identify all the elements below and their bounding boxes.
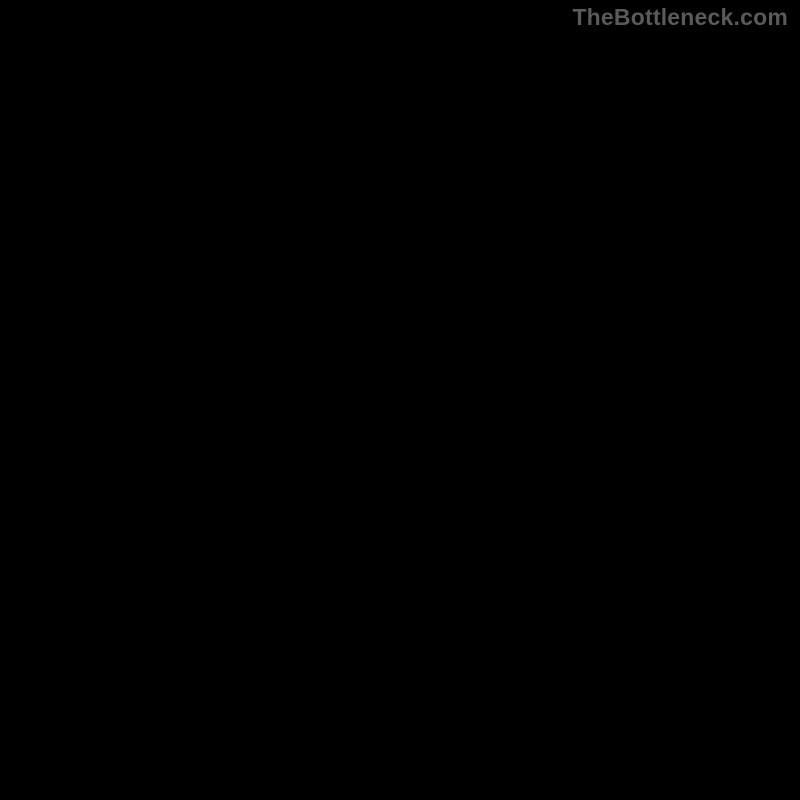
watermark-text: TheBottleneck.com — [572, 4, 788, 31]
outer-background — [0, 0, 800, 800]
